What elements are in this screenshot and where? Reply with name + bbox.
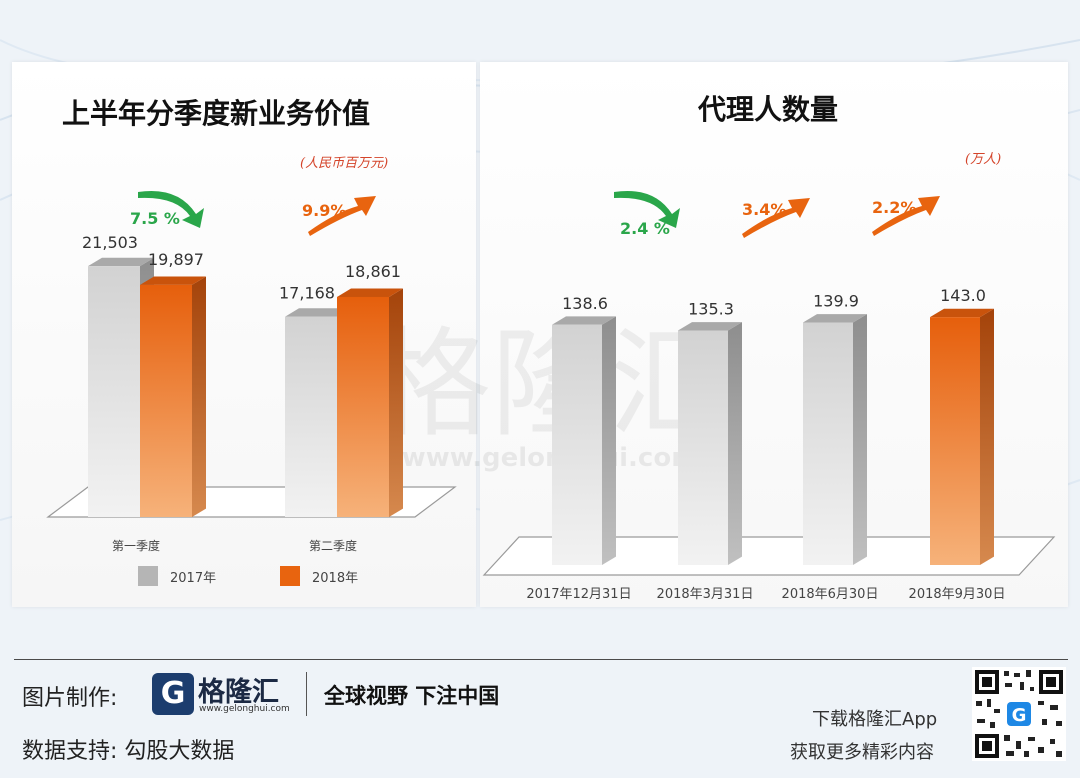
x-tick-第一季度: 第一季度 [112,538,160,553]
bar-2018年6月30日-top [803,314,867,323]
watermark-name: 格隆汇 [373,315,727,453]
bar-2017年12月31日-side [602,316,616,565]
qr-badge: G [1012,705,1027,726]
credit-label: 图片制作: [22,686,118,711]
charts-canvas: 格隆汇 www.gelonghui.com 21,503 19,897 第一季度 17… [46,190,1056,602]
bar-2018年-第二季度-top [337,288,403,297]
bar-2018年-第二季度 [337,288,403,517]
right-trend-arrow-0 [614,190,680,228]
bar-2018年3月31日-top [678,322,742,331]
footer-separator [306,672,307,716]
bar-2018年9月30日-front [930,317,980,565]
x-tick-2018年6月30日: 2018年6月30日 [782,587,879,602]
data-label-2018年-第一季度: 19,897 [148,250,204,269]
right-trend-label-0: 2.4 % [620,219,670,238]
bar-2018年3月31日-front [678,330,728,565]
legend-swatch-2018年 [280,566,300,586]
bar-2018年9月30日-side [980,308,994,565]
bar-2018年6月30日 [803,314,867,565]
bar-2017年-第一季度-front [88,266,140,517]
bar-2018年-第二季度-front [337,296,389,517]
more-content-text: 获取更多精彩内容 [790,742,934,763]
right-trend-label-2: 2.2% [872,198,916,217]
bar-2018年-第一季度-top [140,276,206,285]
bar-2017年12月31日-top [552,316,616,325]
x-tick-2018年3月31日: 2018年3月31日 [657,587,754,602]
trend-label-0: 7.5 % [130,209,180,228]
data-label-2017年-第一季度: 21,503 [82,233,138,252]
x-tick-2017年12月31日: 2017年12月31日 [526,587,631,602]
bar-2018年6月30日-front [803,322,853,565]
bar-2018年-第二季度-side [389,288,403,517]
legend-label-2017年: 2017年 [170,571,216,586]
download-app-text: 下载格隆汇App [812,709,938,730]
x-tick-第二季度: 第二季度 [309,538,357,553]
trend-arrow-0 [138,190,204,228]
legend-swatch-2017年 [138,566,158,586]
data-label-2017年12月31日: 138.6 [562,294,608,313]
new-business-value-chart: 21,503 19,897 第一季度 17,168 18,861 第二季度 2017年 201… [46,190,457,586]
trend-arrow-1 [308,196,376,236]
data-label-2018年3月31日: 135.3 [688,299,734,318]
data-support-label: 数据支持: 勾股大数据 [22,739,235,764]
slogan: 全球视野 下注中国 [324,684,500,708]
bar-2018年3月31日-side [728,322,742,565]
bar-2018年9月30日 [930,308,994,565]
right-chart-floor [482,536,1056,576]
bar-2018年6月30日-side [853,314,867,565]
right-chart-title: 代理人数量 [698,93,839,126]
logo-name: 格隆汇 [198,677,279,708]
data-label-2018年-第二季度: 18,861 [345,262,401,281]
bar-2017年12月31日-front [552,324,602,565]
watermark: 格隆汇 www.gelonghui.com [373,315,727,473]
bar-2018年-第一季度-side [192,276,206,517]
footer-divider [14,659,1068,660]
data-label-2018年9月30日: 143.0 [940,286,986,305]
bar-2018年3月31日 [678,322,742,565]
right-trend-arrow-1 [742,198,810,238]
left-chart-unit: (人民币百万元) [300,156,389,171]
bar-2018年9月30日-top [930,308,994,318]
bar-2018年-第一季度-front [140,284,192,517]
bar-2017年-第二季度-front [285,316,337,517]
bar-2018年-第一季度 [140,276,206,517]
legend-label-2018年: 2018年 [312,571,358,586]
logo-url: www.gelonghui.com [199,704,290,714]
left-chart-title: 上半年分季度新业务价值 [62,97,371,130]
data-label-2017年-第二季度: 17,168 [279,284,335,303]
trend-label-1: 9.9% [302,201,346,220]
agent-count-chart: 138.6 2017年12月31日 135.3 2018年3月31日 139.9 2018… [482,190,1056,602]
right-trend-arrow-2 [872,196,940,236]
gelonghui-logo-icon: G [152,673,194,715]
bar-2017年-第一季度-top [88,257,154,267]
right-trend-label-1: 3.4% [742,200,786,219]
right-chart-unit: (万人) [965,152,1002,167]
data-label-2018年6月30日: 139.9 [813,292,859,311]
watermark-url: www.gelonghui.com [402,443,699,473]
bar-2017年12月31日 [552,316,616,565]
x-tick-2018年9月30日: 2018年9月30日 [909,587,1006,602]
qr-code-icon[interactable]: G [972,667,1066,761]
bar-2017年-第二季度-top [285,308,351,317]
